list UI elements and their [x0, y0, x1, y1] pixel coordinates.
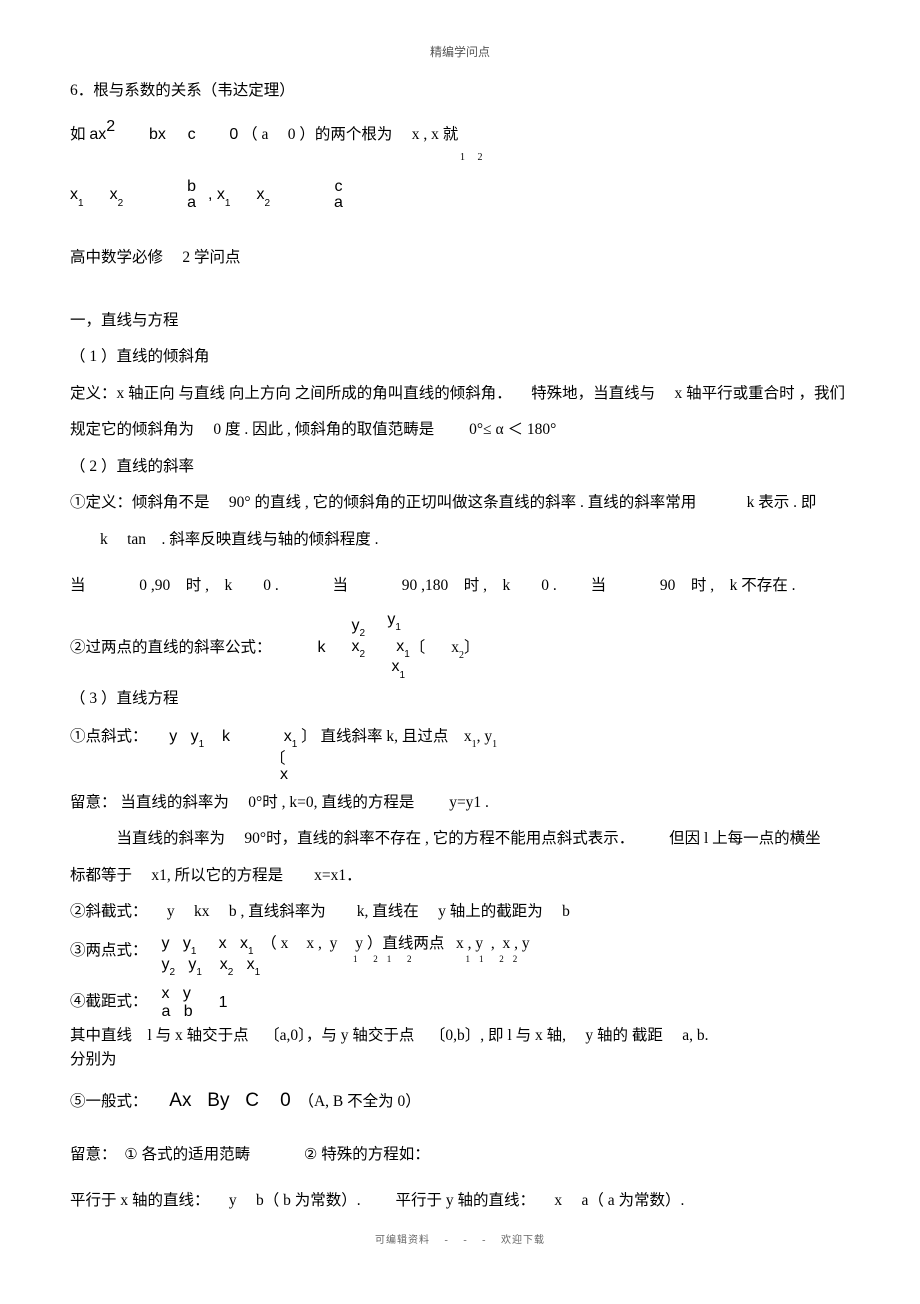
t: 特殊的方程如：	[321, 1146, 430, 1163]
vieta-formula: x1 x2 b a , x1 x2 c a	[70, 178, 850, 212]
b: b	[185, 179, 198, 195]
sec1-2-ranges: 当 0 ,90 时 , k 0 . 当 90 ,180 时 , k 0 . 当 …	[70, 570, 850, 603]
intercept-eq: x y a b	[162, 985, 193, 1020]
general-eq: Ax By C 0	[169, 1090, 290, 1111]
note3: 标都等于 x1, 所以它的方程是 x=x1．	[70, 860, 850, 893]
intercept-desc: 其中直线 l 与 x 轴交于点 〔a,0〕，与 y 轴交于点 〔0,b〕, 即 …	[70, 1024, 850, 1071]
text: 如	[70, 126, 89, 143]
section-1-title: 一，直线与方程	[70, 305, 850, 338]
x2b: x2	[256, 178, 270, 212]
t: 当	[333, 577, 349, 594]
text: （ a 0 ）的两个根为 x , x 就	[242, 126, 458, 143]
sec1-2-slope-formula: ②过两点的直线的斜率公式： k y2 y1 x2 x1 x1 〔x2〕	[70, 617, 850, 679]
x1: x1	[70, 178, 84, 212]
sec1-2: （ 2 ）直线的斜率	[70, 451, 850, 484]
bracket-x: 〔 x	[270, 751, 850, 783]
sec1-2-body1: ①定义：倾斜角不是 90° 的直线 , 它的倾斜角的正切叫做这条直线的斜率 . …	[70, 487, 850, 520]
a2: a	[332, 195, 345, 211]
t: 当	[70, 577, 86, 594]
ax2: ax	[89, 126, 106, 143]
one: 1	[219, 986, 228, 1020]
k: k	[318, 631, 326, 665]
circled-1: ①	[124, 1147, 137, 1163]
c: c	[332, 179, 345, 195]
t: 90 时 , k 不存在 .	[660, 577, 796, 594]
slope-intercept: ②斜截式： y kx b , 直线斜率为 k, 直线在 y 轴上的截距为 b	[70, 896, 850, 929]
page-header: 精编学问点	[70, 40, 850, 65]
parallel-lines: 平行于 x 轴的直线： y b（ b 为常数）. 平行于 y 轴的直线： x a…	[70, 1185, 850, 1218]
txt: 〕 直线斜率 k, 且过点 x1, y1	[301, 728, 497, 745]
intercept-form: ④截距式： x y a b 1	[70, 985, 850, 1020]
t: 留意：	[70, 1146, 120, 1163]
zero: 0	[229, 126, 238, 143]
note2: 当直线的斜率为 90°时，直线的斜率不存在 , 它的方程不能用点斜式表示． 但因…	[70, 823, 850, 856]
page-footer: 可编辑资料 - - - 欢迎下载	[70, 1230, 850, 1251]
label: ②过两点的直线的斜率公式：	[70, 632, 272, 665]
frac-b-a: b a	[185, 179, 198, 211]
sec1-1: （ 1 ）直线的倾斜角	[70, 341, 850, 374]
t: 90 ,180 时 , k 0 .	[402, 577, 557, 594]
bx: bx	[149, 126, 166, 143]
eq: y y1 k	[169, 728, 230, 745]
sec1-1-body2: 规定它的倾斜角为 0 度 . 因此 , 倾斜角的取值范畴是 0°≤ α ＜ 18…	[70, 414, 850, 447]
lbl: ③两点式：	[70, 935, 148, 968]
section-6-formula-intro: 如 ax2 bx c 0 （ a 0 ）的两个根为 x , x 就	[70, 112, 850, 152]
cond: （A, B 不全为 0）	[295, 1093, 421, 1110]
t: 当	[591, 577, 607, 594]
section-6-title: 6．根与系数的关系（韦达定理）	[70, 75, 850, 108]
c: c	[188, 126, 196, 143]
circled-2: ②	[304, 1147, 317, 1163]
lbl: ①点斜式：	[70, 728, 148, 745]
a: a	[185, 195, 198, 211]
x2: x2	[110, 178, 124, 212]
frac-c-a: c a	[332, 179, 345, 211]
sec1-2-body2: k tan . 斜率反映直线与轴的倾斜程度 .	[70, 524, 850, 557]
sec1-3-point-slope: ①点斜式： y y1 k x1 〕 直线斜率 k, 且过点 x1, y1	[70, 720, 850, 754]
x1: x1	[284, 728, 298, 745]
slope-frac: y2 y1 x2 x1 x1	[352, 617, 410, 679]
tiny-subs: 1 2 1 2 1 1 2 2	[353, 950, 850, 969]
subject-title: 高中数学必修 2 学问点	[70, 242, 850, 275]
sup-2: 2	[106, 118, 115, 135]
t: ⑤一般式：	[70, 1093, 148, 1110]
cond: 〔x2〕	[410, 632, 480, 665]
t: 各式的适用范畴	[142, 1146, 251, 1163]
comma: , x1	[208, 178, 230, 212]
subscripts: 1 2	[460, 147, 850, 168]
sec1-1-body1: 定义：x 轴正向 与直线 向上方向 之间所成的角叫直线的倾斜角． 特殊地，当直线…	[70, 378, 850, 411]
sec1-3: （ 3 ）直线方程	[70, 683, 850, 716]
t: 0 ,90 时 , k 0 .	[139, 577, 279, 594]
general-form: ⑤一般式： Ax By C 0 （A, B 不全为 0）	[70, 1081, 850, 1121]
notes-4: 留意： ① 各式的适用范畴 ② 特殊的方程如：	[70, 1139, 850, 1172]
note1: 留意： 当直线的斜率为 0°时 , k=0, 直线的方程是 y=y1 .	[70, 787, 850, 820]
lbl: ④截距式：	[70, 986, 148, 1019]
